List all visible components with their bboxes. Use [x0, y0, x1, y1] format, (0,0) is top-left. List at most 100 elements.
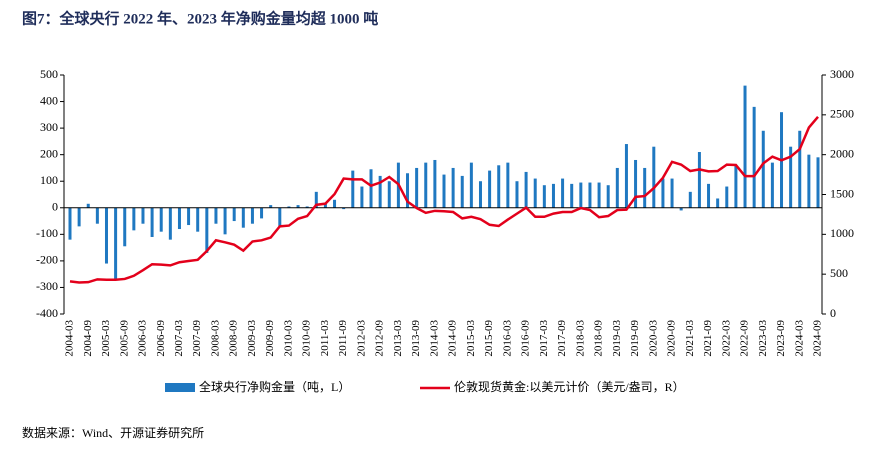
bar	[807, 154, 811, 208]
x-tick-label: 2012-09	[374, 320, 386, 357]
bar	[752, 106, 756, 208]
bar	[159, 207, 163, 232]
bar	[789, 146, 793, 208]
bar	[314, 191, 318, 208]
bar	[205, 207, 209, 253]
bar	[615, 167, 619, 208]
bar	[196, 207, 200, 232]
bar	[561, 178, 565, 208]
x-tick-label: 2016-03	[501, 320, 513, 357]
x-tick-label: 2015-03	[465, 320, 477, 357]
source-note: 数据来源：Wind、开源证券研究所	[22, 425, 204, 440]
bar	[104, 207, 108, 264]
bar	[387, 181, 391, 208]
bar	[86, 203, 90, 208]
bar	[661, 178, 665, 208]
x-tick-label: 2018-03	[574, 320, 586, 357]
bar	[551, 183, 555, 208]
bar	[579, 182, 583, 208]
y-tick-label: 400	[40, 93, 58, 107]
bar	[761, 130, 765, 208]
bar	[232, 207, 236, 222]
bar	[342, 207, 346, 210]
x-tick-label: 2019-09	[629, 320, 641, 357]
bar	[333, 199, 337, 208]
y2-tick-label: 3000	[830, 67, 854, 81]
x-tick-label: 2007-03	[173, 320, 185, 357]
x-tick-label: 2011-03	[319, 320, 331, 357]
x-tick-label: 2016-09	[520, 320, 532, 357]
y-tick-label: -300	[36, 279, 58, 293]
bar	[688, 191, 692, 208]
bar	[670, 178, 674, 208]
x-tick-label: 2022-03	[720, 320, 732, 357]
bar	[241, 207, 245, 228]
y-tick-label: 100	[40, 173, 58, 187]
y2-tick-label: 2500	[830, 107, 854, 121]
x-tick-label: 2010-09	[301, 320, 313, 357]
bar	[123, 207, 127, 247]
bar	[643, 167, 647, 208]
y-tick-label: 0	[52, 200, 58, 214]
bar	[296, 205, 300, 208]
x-tick-label: 2010-03	[282, 320, 294, 357]
x-tick-label: 2022-09	[739, 320, 751, 357]
y2-tick-label: 1500	[830, 186, 854, 200]
x-tick-label: 2013-09	[410, 320, 422, 357]
bar	[360, 186, 364, 208]
bar	[451, 167, 455, 208]
bar	[323, 203, 327, 208]
bar	[406, 173, 410, 208]
x-tick-label: 2007-09	[191, 320, 203, 357]
bar	[269, 205, 273, 208]
bar	[816, 157, 820, 208]
bar	[132, 207, 136, 231]
bar	[433, 159, 437, 208]
bar	[743, 85, 747, 208]
x-tick-label: 2014-09	[447, 320, 459, 357]
x-tick-label: 2004-09	[82, 320, 94, 357]
x-tick-label: 2020-03	[647, 320, 659, 357]
bar	[250, 207, 254, 224]
x-tick-label: 2024-03	[793, 320, 805, 357]
bar	[77, 207, 81, 227]
bar	[141, 207, 145, 224]
bar	[415, 167, 419, 208]
x-tick-label: 2011-09	[337, 320, 349, 357]
x-tick-label: 2004-03	[64, 320, 76, 357]
x-tick-label: 2008-03	[209, 320, 221, 357]
x-tick-label: 2013-03	[392, 320, 404, 357]
y-tick-label: -100	[36, 226, 58, 240]
x-tick-label: 2006-03	[137, 320, 149, 357]
bar	[114, 207, 118, 280]
y2-tick-label: 0	[830, 306, 836, 320]
x-tick-label: 2009-03	[246, 320, 258, 357]
y-tick-label: 200	[40, 146, 58, 160]
bar	[725, 186, 729, 208]
line	[69, 116, 819, 284]
legend-label: 全球央行净购金量（吨，L）	[199, 379, 350, 394]
x-tick-label: 2020-09	[666, 320, 678, 357]
x-tick-label: 2012-03	[355, 320, 367, 357]
bar	[634, 159, 638, 208]
bar	[497, 165, 501, 208]
bar	[524, 171, 528, 208]
x-tick-label: 2023-09	[775, 320, 787, 357]
x-tick-label: 2014-03	[428, 320, 440, 357]
x-tick-label: 2018-09	[593, 320, 605, 357]
y2-tick-label: 500	[830, 266, 848, 280]
bar	[478, 181, 482, 208]
y-tick-label: -400	[36, 306, 58, 320]
bar	[369, 169, 373, 208]
bar	[597, 182, 601, 208]
y-tick-label: -200	[36, 253, 58, 267]
bar	[351, 170, 355, 208]
bar	[488, 170, 492, 208]
x-tick-label: 2005-03	[100, 320, 112, 357]
x-tick-label: 2023-03	[757, 320, 769, 357]
y-tick-label: 300	[40, 120, 58, 134]
bar	[798, 130, 802, 208]
bar	[95, 207, 99, 224]
bar	[278, 207, 282, 227]
